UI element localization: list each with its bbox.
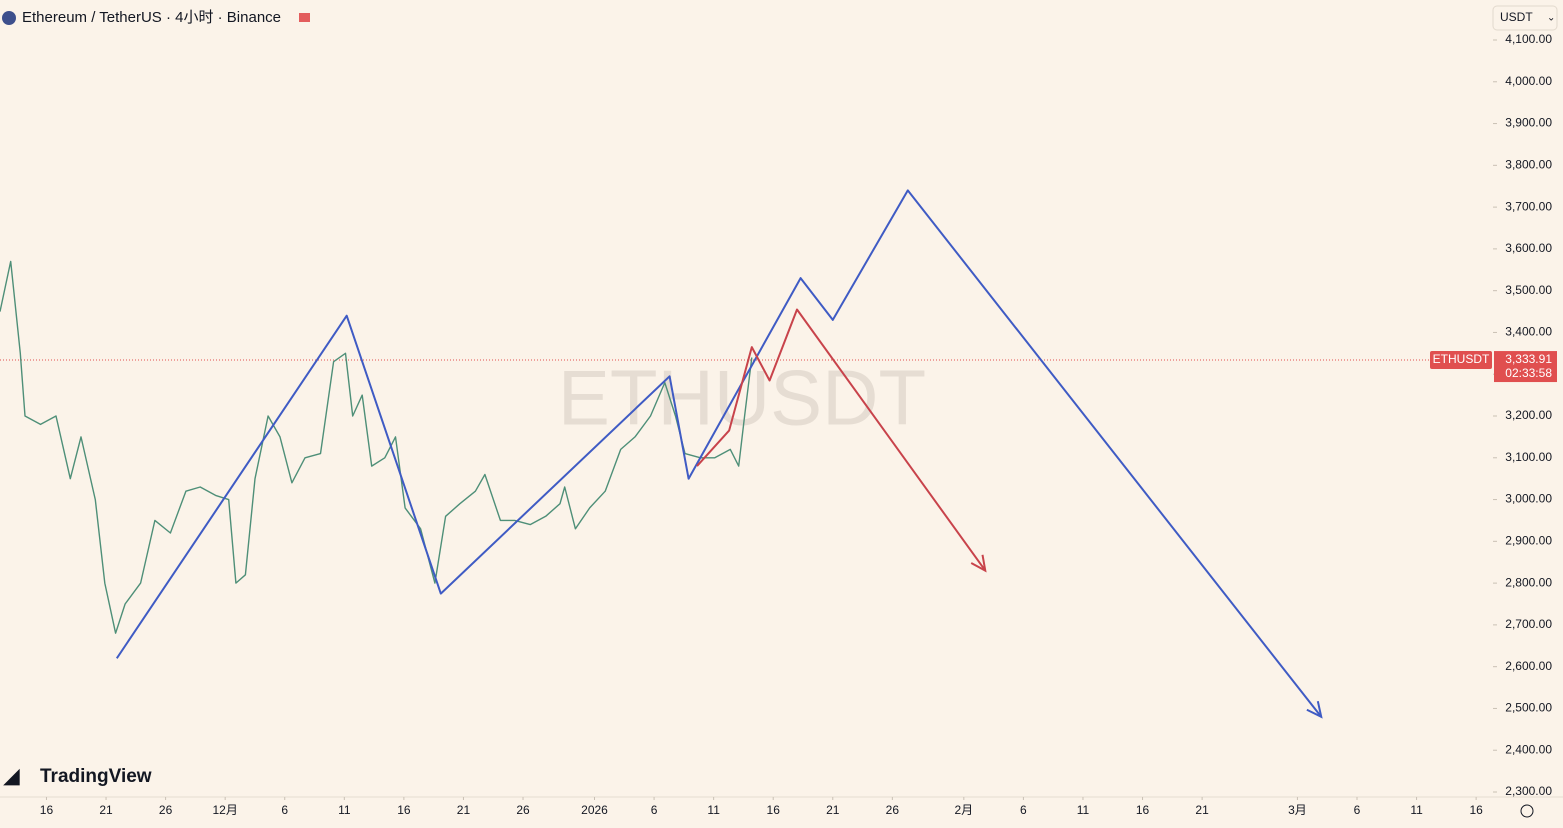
symbol-icon bbox=[2, 11, 16, 25]
x-tick-label: 26 bbox=[516, 803, 530, 817]
symbol-tag bbox=[1430, 351, 1492, 370]
y-tick-label: 2,700.00 bbox=[1505, 617, 1552, 631]
x-tick-label: 3月 bbox=[1288, 803, 1307, 817]
settings-icon[interactable] bbox=[1520, 804, 1534, 818]
y-tick-label: 3,000.00 bbox=[1505, 492, 1552, 506]
y-tick-label: 4,000.00 bbox=[1505, 74, 1552, 88]
drawing-line bbox=[115, 189, 1322, 718]
currency-caret[interactable]: ⌄ bbox=[1547, 13, 1555, 24]
x-tick-label: 21 bbox=[99, 803, 113, 817]
y-tick-label: 3,100.00 bbox=[1505, 450, 1552, 464]
x-tick-label: 16 bbox=[40, 803, 54, 817]
x-tick-label: 12月 bbox=[212, 803, 237, 817]
y-tick-label: 3,800.00 bbox=[1505, 158, 1552, 172]
watermark: ETHUSDT bbox=[558, 354, 926, 442]
y-tick-label: 2,800.00 bbox=[1505, 575, 1552, 589]
currency-button[interactable] bbox=[1492, 5, 1558, 31]
y-tick-label: 2,300.00 bbox=[1505, 784, 1552, 798]
price-tag bbox=[1494, 351, 1557, 383]
countdown-label: 02:33:58 bbox=[1505, 366, 1552, 380]
price-tag-label: 3,333.91 bbox=[1505, 352, 1552, 366]
y-tick-label: 4,100.00 bbox=[1505, 32, 1552, 46]
x-tick-label: 2月 bbox=[954, 803, 973, 817]
y-tick-label: 2,500.00 bbox=[1505, 701, 1552, 715]
price-line-series bbox=[0, 260, 753, 634]
y-tick-label: 3,500.00 bbox=[1505, 283, 1552, 297]
currency-label[interactable]: USDT bbox=[1500, 10, 1533, 24]
y-tick-label: 3,400.00 bbox=[1505, 325, 1552, 339]
y-tick-label: 3,200.00 bbox=[1505, 408, 1552, 422]
x-tick-label: 21 bbox=[1195, 803, 1209, 817]
x-tick-label: 6 bbox=[651, 803, 658, 817]
drawing-line bbox=[696, 308, 987, 572]
x-tick-label: 6 bbox=[1354, 803, 1361, 817]
x-tick-label: 16 bbox=[397, 803, 411, 817]
x-tick-label: 11 bbox=[338, 803, 351, 817]
y-tick-label: 3,700.00 bbox=[1505, 199, 1552, 213]
brand-logo: ◢ bbox=[3, 765, 20, 787]
x-tick-label: 21 bbox=[826, 803, 840, 817]
arrow-head bbox=[1306, 700, 1323, 719]
x-tick-label: 11 bbox=[707, 803, 720, 817]
x-tick-label: 6 bbox=[1020, 803, 1027, 817]
x-tick-label: 2026 bbox=[581, 803, 608, 817]
y-tick-label: 3,600.00 bbox=[1505, 241, 1552, 255]
brand-name: TradingView bbox=[40, 766, 152, 787]
arrow-head bbox=[970, 554, 987, 573]
y-tick-label: 2,900.00 bbox=[1505, 534, 1552, 548]
x-tick-label: 26 bbox=[159, 803, 173, 817]
x-tick-label: 11 bbox=[1077, 803, 1090, 817]
symbol-tag-label: ETHUSDT bbox=[1433, 352, 1490, 366]
x-tick-label: 21 bbox=[457, 803, 471, 817]
x-tick-label: 11 bbox=[1410, 803, 1423, 817]
flag-icon bbox=[299, 13, 310, 22]
x-tick-label: 16 bbox=[1136, 803, 1150, 817]
chart-title: Ethereum / TetherUS · 4小时 · Binance bbox=[22, 9, 281, 26]
x-tick-label: 16 bbox=[767, 803, 781, 817]
y-tick-label: 2,400.00 bbox=[1505, 742, 1552, 756]
x-tick-label: 6 bbox=[281, 803, 288, 817]
x-tick-label: 26 bbox=[886, 803, 900, 817]
x-tick-label: 16 bbox=[1469, 803, 1483, 817]
y-tick-label: 3,900.00 bbox=[1505, 116, 1552, 130]
y-tick-label: 2,600.00 bbox=[1505, 659, 1552, 673]
